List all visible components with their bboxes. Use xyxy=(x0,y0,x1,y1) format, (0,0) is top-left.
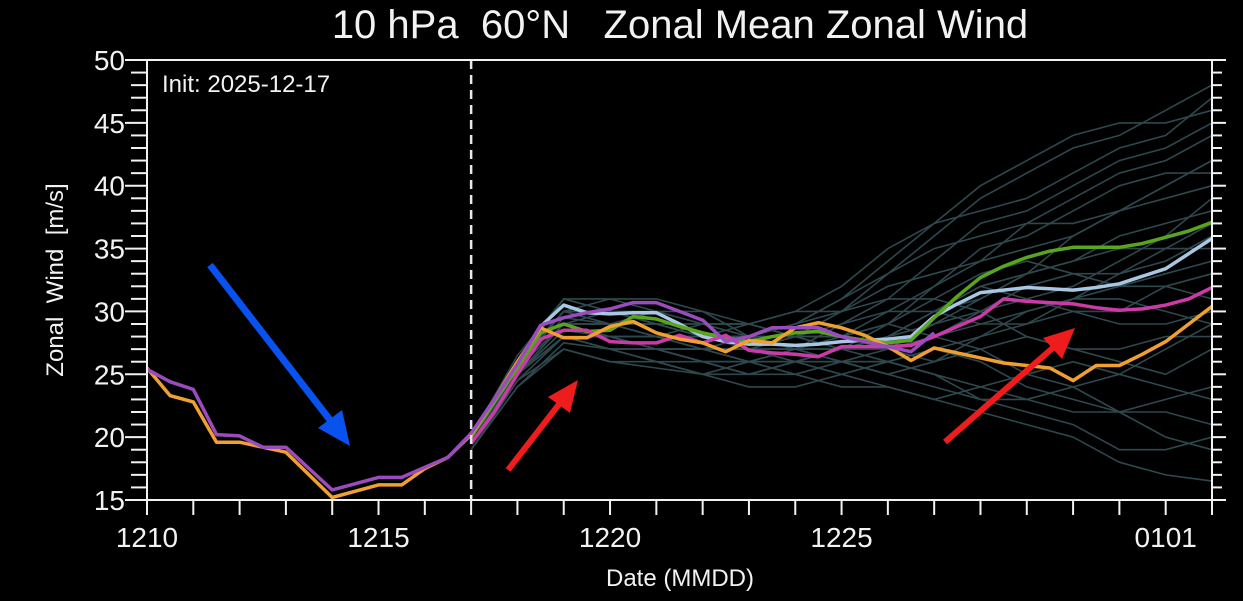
axes: 15 20 25 30 35 40 45 50 1210 1215 1220 1225 0101 xyxy=(94,45,1226,553)
y-tick-label: 45 xyxy=(94,108,125,139)
annotation-arrows xyxy=(207,262,1075,472)
y-tick-label: 25 xyxy=(94,359,125,390)
x-tick-label: 1225 xyxy=(810,522,872,553)
chart-title: 10 hPa 60°N Zonal Mean Zonal Wind xyxy=(332,3,1028,47)
init-date-label: Init: 2025-12-17 xyxy=(162,71,330,98)
ensemble-member-line xyxy=(470,184,1213,438)
x-tick-label: 1220 xyxy=(579,522,641,553)
y-tick-label: 40 xyxy=(94,171,125,202)
ensemble-member-line xyxy=(470,197,1213,451)
ensemble-member-line xyxy=(470,348,1213,451)
x-tick-label: 1215 xyxy=(347,522,409,553)
red-arrow-2 xyxy=(943,328,1075,445)
y-tick-label: 35 xyxy=(94,234,125,265)
y-tick-label: 50 xyxy=(94,45,125,76)
y-axis-label: Zonal Wind [m/s] xyxy=(42,183,69,376)
y-tick-label: 30 xyxy=(94,296,125,327)
y-tick-label: 15 xyxy=(94,485,125,516)
y-tick-label: 20 xyxy=(94,422,125,453)
ensemble-member-line xyxy=(470,97,1213,438)
x-tick-label: 1210 xyxy=(116,522,178,553)
purple-forecast-line xyxy=(469,300,936,435)
x-tick-label: 0101 xyxy=(1135,522,1197,553)
red-arrow-1 xyxy=(505,380,578,472)
highlighted-series xyxy=(145,220,1214,500)
x-axis-label: Date (MMDD) xyxy=(606,565,754,592)
orange-forecast-line xyxy=(469,305,1214,436)
blue-arrow xyxy=(207,262,350,446)
purple-analysis-line xyxy=(146,367,473,492)
orange-analysis-line xyxy=(145,366,473,500)
